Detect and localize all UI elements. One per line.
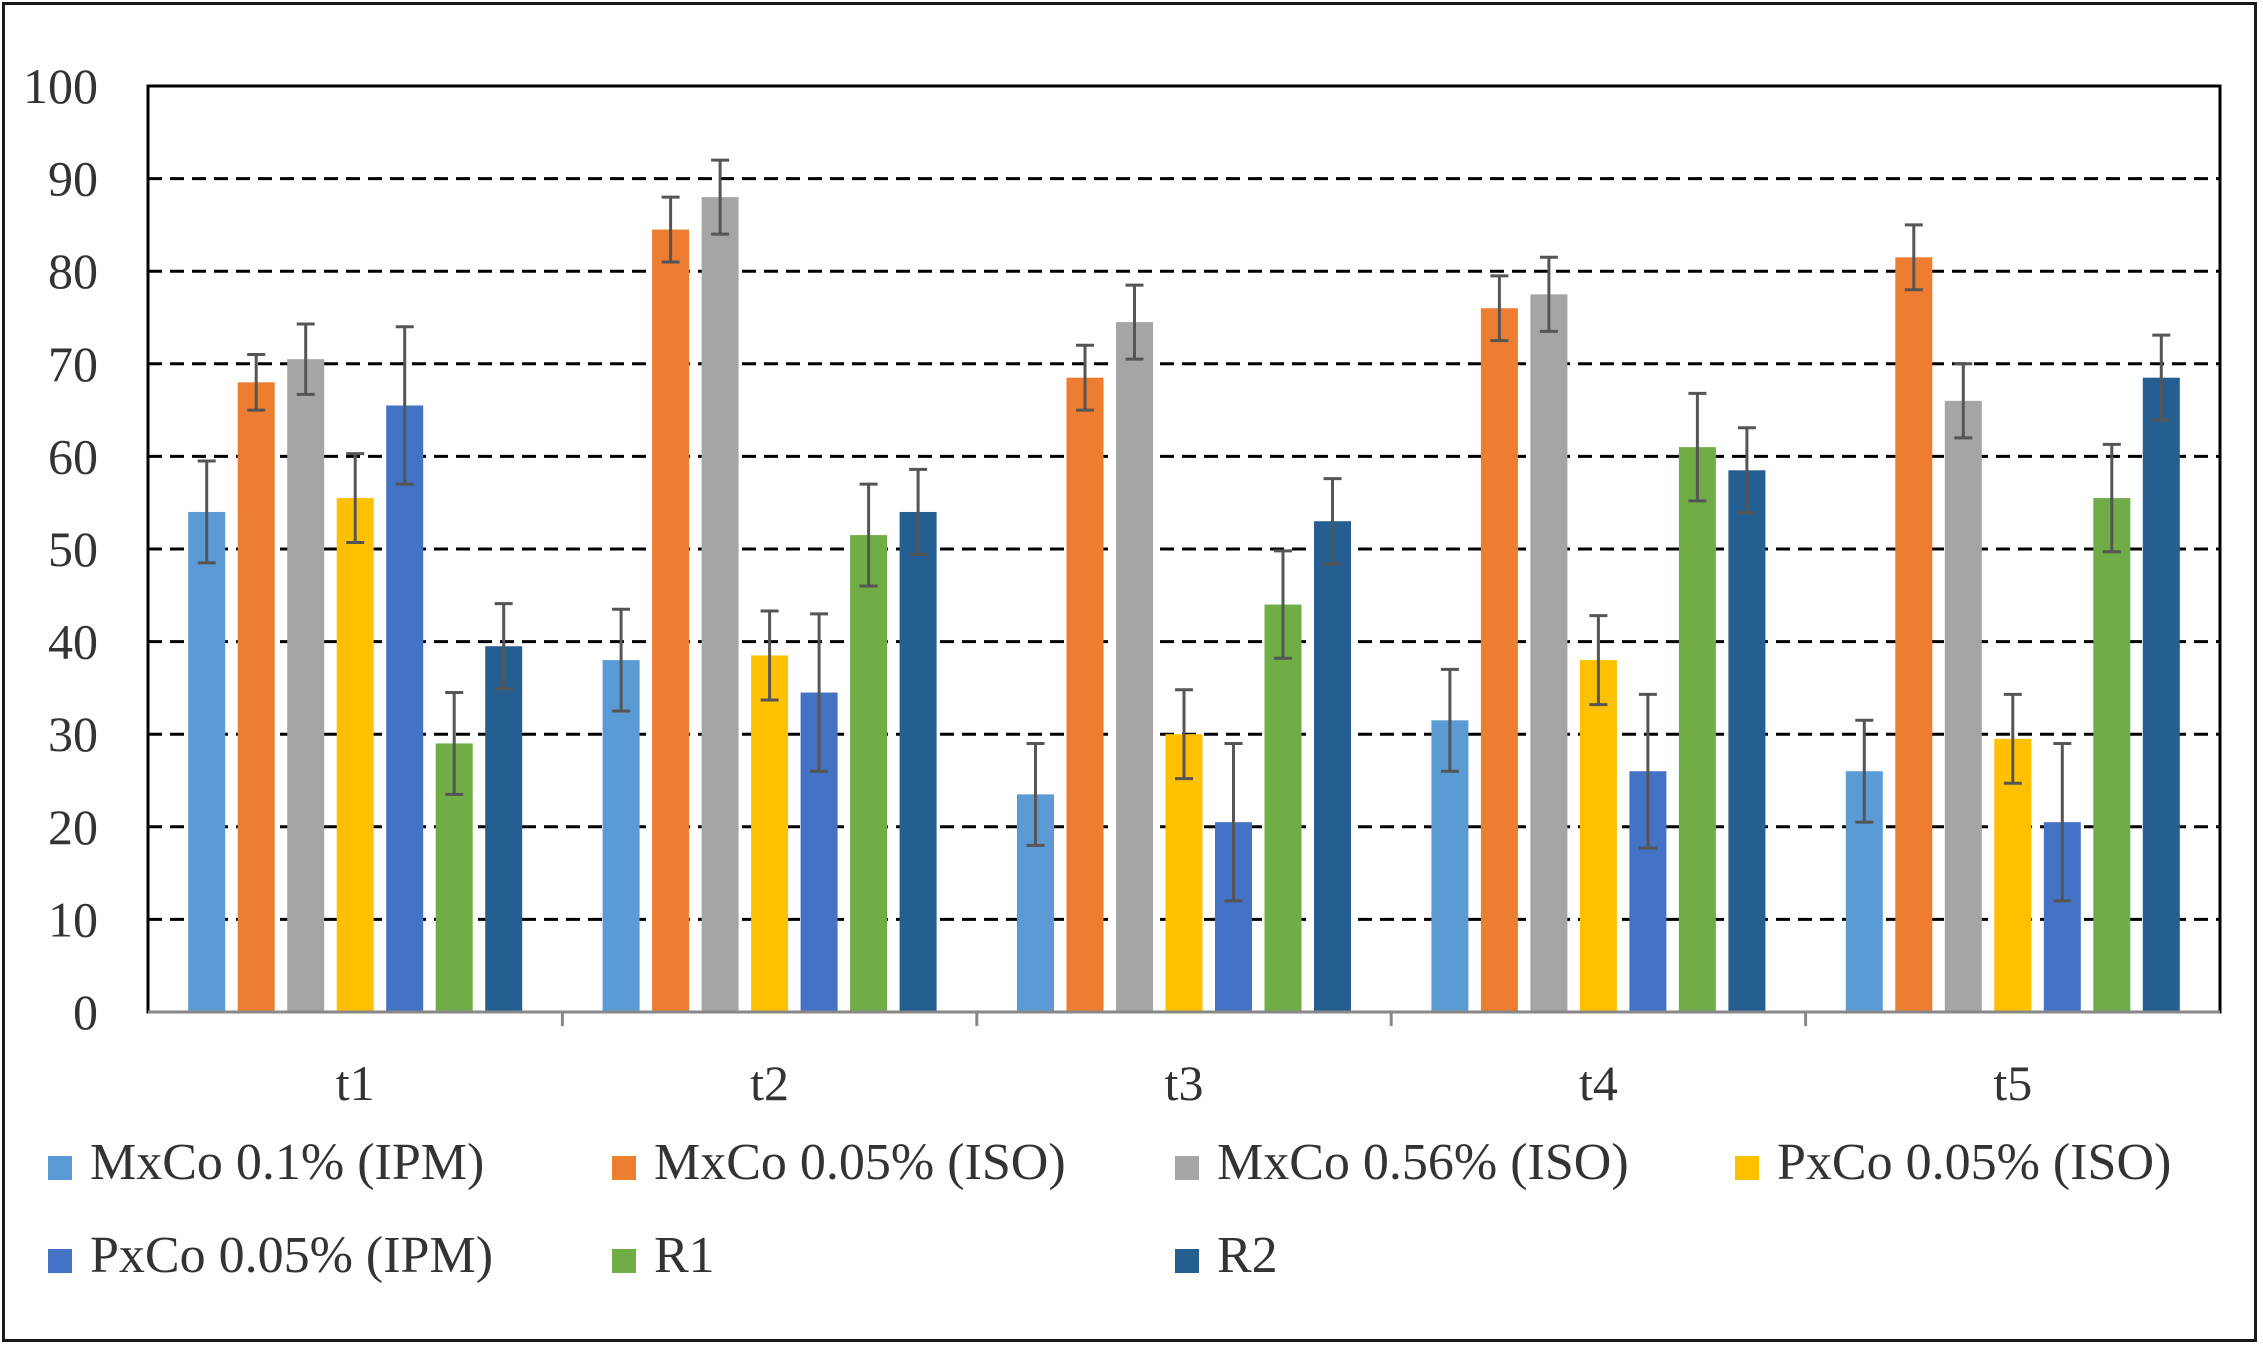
- x-tick-label: t1: [336, 1055, 375, 1111]
- legend-swatch: [48, 1156, 72, 1180]
- legend-swatch: [1735, 1156, 1759, 1180]
- bars: [188, 197, 2180, 1013]
- bar: [1895, 257, 1933, 1012]
- bar: [751, 655, 789, 1012]
- legend-item: R1: [612, 1227, 715, 1284]
- legend-item: MxCo 0.1% (IPM): [48, 1134, 484, 1191]
- legend-label: MxCo 0.05% (ISO): [654, 1134, 1066, 1191]
- bar: [1678, 447, 1716, 1012]
- y-tick-label: 10: [48, 891, 98, 947]
- y-tick-label: 50: [48, 521, 98, 577]
- bar: [701, 197, 739, 1012]
- y-tick-label: 100: [23, 58, 98, 114]
- bar: [188, 511, 226, 1012]
- bar: [386, 405, 424, 1013]
- y-axis: 0 10 20 30 40 50 60 70 80 90 100: [23, 58, 98, 1040]
- bar: [1944, 400, 1982, 1013]
- y-tick-label: 40: [48, 614, 98, 670]
- bar: [2142, 377, 2180, 1012]
- legend-swatch: [48, 1249, 72, 1273]
- bar: [336, 498, 374, 1012]
- x-tick-label: t3: [1165, 1055, 1204, 1111]
- y-tick-label: 60: [48, 428, 98, 484]
- bar: [1116, 322, 1153, 1012]
- y-tick-label: 70: [48, 336, 98, 392]
- bar: [2093, 498, 2131, 1012]
- legend-item: MxCo 0.56% (ISO): [1175, 1134, 1629, 1191]
- x-tick-label: t5: [1993, 1055, 2032, 1111]
- bar: [1314, 521, 1351, 1012]
- bar: [485, 646, 523, 1012]
- legend-swatch: [1175, 1249, 1199, 1273]
- legend-label: MxCo 0.56% (ISO): [1217, 1134, 1629, 1191]
- bar: [652, 229, 690, 1012]
- x-tick-label: t4: [1579, 1055, 1618, 1111]
- bar: [1530, 294, 1568, 1013]
- legend-swatch: [612, 1156, 636, 1180]
- y-tick-label: 30: [48, 706, 98, 762]
- legend-label: MxCo 0.1% (IPM): [90, 1134, 484, 1191]
- legend: MxCo 0.1% (IPM) MxCo 0.05% (ISO) MxCo 0.56…: [48, 1134, 2171, 1284]
- bar: [602, 660, 640, 1012]
- bar: [237, 382, 275, 1012]
- bar: [1728, 470, 1766, 1012]
- legend-swatch: [612, 1249, 636, 1273]
- bar: [1579, 660, 1617, 1012]
- legend-item: R2: [1175, 1227, 1278, 1284]
- y-tick-label: 80: [48, 243, 98, 299]
- y-tick-label: 0: [73, 984, 98, 1040]
- bar: [1066, 377, 1104, 1012]
- legend-label: PxCo 0.05% (ISO): [1777, 1134, 2171, 1191]
- bar: [287, 359, 325, 1012]
- error-bars: [197, 158, 2171, 903]
- bar: [1165, 734, 1203, 1012]
- x-axis: t1 t2 t3 t4 t5: [148, 1010, 2220, 1111]
- bar: [1480, 308, 1518, 1012]
- legend-label: R1: [654, 1227, 715, 1284]
- bar: [899, 511, 937, 1012]
- legend-item: MxCo 0.05% (ISO): [612, 1134, 1066, 1191]
- legend-swatch: [1175, 1156, 1199, 1180]
- y-tick-label: 90: [48, 151, 98, 207]
- bar: [1264, 604, 1302, 1012]
- y-tick-label: 20: [48, 799, 98, 855]
- legend-label: PxCo 0.05% (IPM): [90, 1227, 493, 1284]
- legend-label: R2: [1217, 1227, 1278, 1284]
- legend-item: PxCo 0.05% (IPM): [48, 1227, 493, 1284]
- legend-item: PxCo 0.05% (ISO): [1735, 1134, 2171, 1191]
- x-tick-label: t2: [750, 1055, 789, 1111]
- bar: [850, 535, 888, 1012]
